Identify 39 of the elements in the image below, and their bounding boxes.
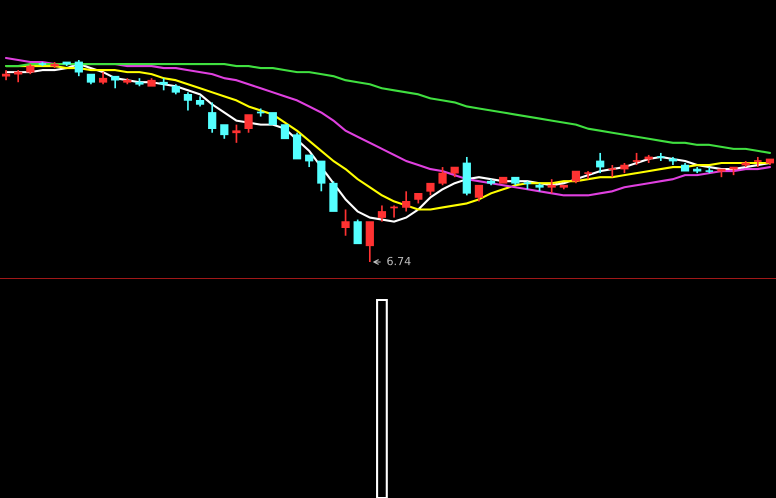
candlestick	[268, 112, 277, 125]
candlestick	[632, 152, 642, 166]
candlestick	[402, 190, 410, 212]
candlestick	[232, 124, 241, 144]
candlestick	[620, 162, 629, 174]
candlestick	[2, 69, 10, 82]
candlestick	[220, 124, 228, 140]
candlestick	[378, 204, 386, 222]
candlestick	[341, 208, 350, 237]
candlestick	[753, 156, 762, 168]
candlestick	[86, 73, 96, 86]
candlestick	[160, 77, 168, 92]
candlestick	[596, 152, 604, 174]
candlestick	[583, 170, 593, 180]
candlestick	[98, 71, 108, 86]
candlestick	[354, 218, 362, 245]
candlestick	[608, 164, 617, 178]
candlestick	[438, 166, 447, 186]
candlestick	[426, 182, 435, 196]
candlestick	[196, 96, 204, 108]
candlestick	[280, 124, 290, 140]
candlestick	[548, 178, 556, 194]
candlestick	[317, 160, 326, 192]
candlestick	[14, 69, 22, 84]
candlestick	[184, 91, 192, 112]
annotation: 6.74	[387, 256, 411, 266]
candlestick	[474, 184, 484, 202]
candlestick	[172, 83, 180, 96]
candlestick	[414, 192, 422, 204]
candlestick	[208, 102, 216, 134]
candlestick	[74, 59, 83, 77]
candlestick	[572, 170, 580, 184]
candlestick	[522, 180, 532, 190]
candlestick	[305, 154, 314, 168]
candlestick	[389, 204, 399, 218]
candlestick	[26, 63, 34, 75]
candlestick	[244, 114, 253, 134]
candlestick	[450, 166, 459, 178]
candlestick	[111, 75, 120, 90]
